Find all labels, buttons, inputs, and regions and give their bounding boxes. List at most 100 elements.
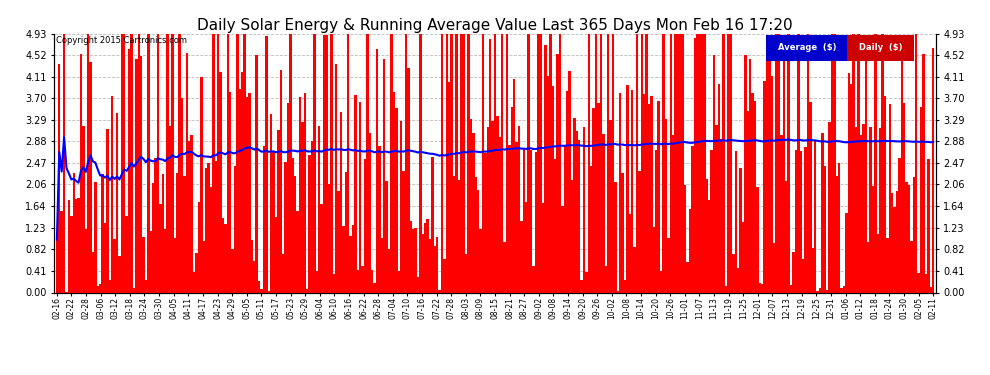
- Bar: [585, 272, 588, 292]
- Bar: [248, 93, 250, 292]
- Bar: [282, 254, 284, 292]
- Bar: [128, 49, 131, 292]
- Bar: [272, 152, 275, 292]
- Bar: [641, 34, 644, 292]
- Bar: [477, 190, 479, 292]
- Bar: [193, 272, 195, 292]
- Bar: [345, 172, 346, 292]
- Bar: [434, 246, 436, 292]
- Bar: [881, 34, 884, 292]
- Bar: [657, 101, 660, 292]
- Bar: [260, 289, 262, 292]
- Bar: [795, 150, 797, 292]
- Bar: [494, 34, 496, 292]
- Bar: [691, 146, 694, 292]
- Bar: [597, 103, 600, 292]
- Bar: [126, 216, 128, 292]
- Bar: [151, 183, 154, 292]
- Bar: [378, 146, 380, 292]
- Bar: [660, 272, 662, 292]
- Bar: [636, 34, 639, 292]
- Bar: [918, 273, 920, 292]
- Bar: [595, 34, 597, 292]
- Bar: [296, 210, 299, 292]
- Bar: [287, 104, 289, 292]
- Bar: [540, 34, 542, 292]
- Bar: [410, 221, 412, 292]
- Bar: [385, 181, 388, 292]
- Bar: [819, 288, 821, 292]
- Bar: [544, 45, 546, 292]
- Bar: [67, 200, 70, 292]
- Bar: [398, 271, 400, 292]
- Bar: [845, 213, 847, 292]
- Bar: [639, 171, 641, 292]
- Bar: [740, 168, 742, 292]
- Bar: [87, 34, 89, 292]
- Bar: [363, 159, 366, 292]
- Bar: [460, 34, 462, 292]
- Bar: [200, 77, 203, 292]
- Bar: [715, 125, 718, 292]
- Bar: [166, 34, 169, 292]
- Bar: [508, 145, 511, 292]
- Bar: [181, 98, 183, 292]
- Bar: [538, 34, 540, 292]
- Bar: [588, 34, 590, 292]
- Bar: [703, 34, 706, 292]
- Bar: [879, 129, 881, 292]
- Bar: [149, 231, 151, 292]
- Bar: [708, 200, 711, 292]
- Bar: [186, 53, 188, 292]
- Bar: [533, 266, 535, 292]
- Bar: [614, 182, 617, 292]
- Bar: [393, 92, 395, 292]
- Bar: [412, 228, 415, 292]
- Bar: [441, 34, 444, 292]
- Bar: [241, 72, 244, 292]
- Bar: [131, 34, 133, 292]
- Bar: [725, 286, 728, 292]
- Bar: [415, 228, 417, 292]
- Bar: [744, 55, 746, 292]
- Bar: [889, 104, 891, 292]
- Bar: [607, 34, 610, 292]
- Bar: [402, 171, 405, 292]
- Bar: [217, 34, 220, 292]
- Bar: [270, 114, 272, 292]
- Bar: [309, 154, 311, 292]
- Bar: [679, 34, 681, 292]
- Bar: [525, 201, 528, 292]
- Bar: [749, 59, 751, 292]
- Bar: [351, 225, 354, 292]
- Bar: [156, 34, 159, 292]
- Bar: [250, 240, 253, 292]
- Bar: [109, 280, 111, 292]
- Bar: [274, 217, 277, 292]
- Bar: [542, 202, 545, 292]
- Bar: [817, 291, 819, 292]
- Bar: [148, 34, 149, 292]
- Bar: [343, 226, 345, 292]
- Bar: [681, 34, 684, 292]
- Bar: [910, 241, 913, 292]
- Bar: [504, 242, 506, 292]
- Bar: [70, 216, 72, 292]
- Bar: [229, 92, 232, 292]
- Bar: [763, 81, 766, 292]
- Bar: [171, 34, 173, 292]
- Bar: [655, 150, 657, 292]
- Bar: [84, 229, 87, 292]
- Bar: [617, 291, 619, 292]
- Bar: [306, 289, 309, 292]
- Bar: [839, 163, 841, 292]
- Bar: [154, 158, 156, 292]
- Bar: [140, 56, 143, 292]
- Bar: [787, 34, 790, 292]
- Bar: [511, 107, 513, 292]
- Bar: [304, 93, 306, 292]
- Bar: [395, 108, 398, 292]
- Bar: [549, 34, 551, 292]
- Bar: [335, 64, 338, 292]
- Bar: [915, 34, 918, 292]
